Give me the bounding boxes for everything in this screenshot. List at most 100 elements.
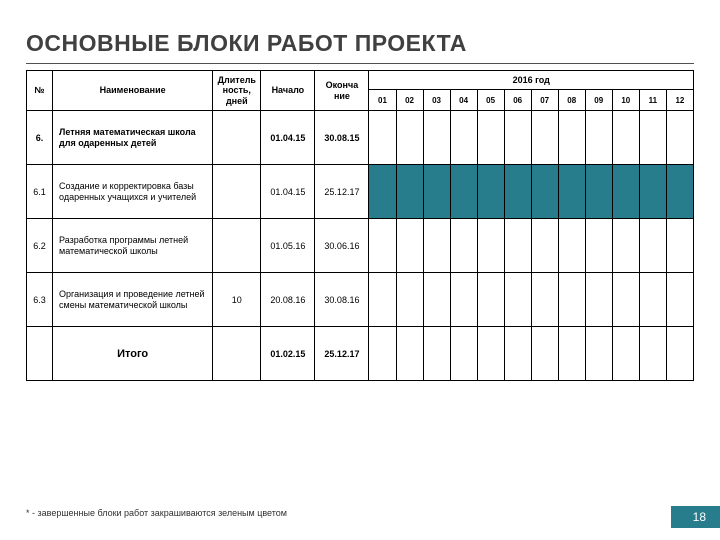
row-name: Летняя математическая школа для одаренны… xyxy=(53,111,213,165)
gantt-cell xyxy=(666,111,693,165)
gantt-cell xyxy=(504,165,531,219)
gantt-cell xyxy=(612,327,639,381)
gantt-cell xyxy=(612,165,639,219)
header-month-05: 05 xyxy=(477,90,504,111)
gantt-cell xyxy=(666,165,693,219)
row-end: 30.08.15 xyxy=(315,111,369,165)
gantt-cell xyxy=(558,327,585,381)
row-end: 30.06.16 xyxy=(315,219,369,273)
row-start: 01.04.15 xyxy=(261,165,315,219)
gantt-cell xyxy=(423,219,450,273)
gantt-cell xyxy=(369,165,396,219)
gantt-cell xyxy=(666,219,693,273)
gantt-cell xyxy=(504,327,531,381)
gantt-cell xyxy=(666,273,693,327)
gantt-table: № Наименование Длитель ность, дней Начал… xyxy=(26,70,694,381)
gantt-cell xyxy=(450,327,477,381)
row-name: Создание и корректировка базы одаренных … xyxy=(53,165,213,219)
row-end: 25.12.17 xyxy=(315,165,369,219)
gantt-cell xyxy=(531,273,558,327)
row-duration: 10 xyxy=(213,273,261,327)
gantt-cell xyxy=(477,327,504,381)
row-end: 30.08.16 xyxy=(315,273,369,327)
row-num: 6. xyxy=(27,111,53,165)
gantt-cell xyxy=(639,165,666,219)
header-end: Оконча ние xyxy=(315,71,369,111)
header-month-12: 12 xyxy=(666,90,693,111)
total-end: 25.12.17 xyxy=(315,327,369,381)
gantt-cell xyxy=(423,327,450,381)
header-month-10: 10 xyxy=(612,90,639,111)
gantt-cell xyxy=(558,165,585,219)
row-name: Организация и проведение летней смены ма… xyxy=(53,273,213,327)
header-month-09: 09 xyxy=(585,90,612,111)
gantt-cell xyxy=(585,165,612,219)
gantt-cell xyxy=(558,111,585,165)
gantt-cell xyxy=(396,111,423,165)
header-month-03: 03 xyxy=(423,90,450,111)
gantt-cell xyxy=(477,219,504,273)
gantt-cell xyxy=(396,327,423,381)
title-underline xyxy=(26,63,694,64)
gantt-cell xyxy=(504,273,531,327)
gantt-cell xyxy=(369,273,396,327)
gantt-cell xyxy=(639,327,666,381)
header-num: № xyxy=(27,71,53,111)
row-num: 6.3 xyxy=(27,273,53,327)
total-num xyxy=(27,327,53,381)
table-row: 6.1Создание и корректировка базы одаренн… xyxy=(27,165,694,219)
row-duration xyxy=(213,219,261,273)
gantt-cell xyxy=(558,273,585,327)
gantt-cell xyxy=(585,327,612,381)
row-num: 6.2 xyxy=(27,219,53,273)
table-row: 6.Летняя математическая школа для одарен… xyxy=(27,111,694,165)
header-month-07: 07 xyxy=(531,90,558,111)
gantt-cell xyxy=(612,111,639,165)
gantt-cell xyxy=(585,219,612,273)
gantt-cell xyxy=(666,327,693,381)
gantt-cell xyxy=(639,111,666,165)
gantt-cell xyxy=(477,165,504,219)
gantt-cell xyxy=(396,219,423,273)
row-num: 6.1 xyxy=(27,165,53,219)
header-dur: Длитель ность, дней xyxy=(213,71,261,111)
row-start: 01.04.15 xyxy=(261,111,315,165)
gantt-cell xyxy=(612,219,639,273)
gantt-cell xyxy=(639,219,666,273)
row-duration xyxy=(213,111,261,165)
total-row: Итого 01.02.1525.12.17 xyxy=(27,327,694,381)
total-dur xyxy=(213,327,261,381)
header-month-08: 08 xyxy=(558,90,585,111)
gantt-cell xyxy=(477,111,504,165)
header-start: Начало xyxy=(261,71,315,111)
gantt-cell xyxy=(450,165,477,219)
gantt-cell xyxy=(531,111,558,165)
gantt-cell xyxy=(369,327,396,381)
gantt-cell xyxy=(531,327,558,381)
table-row: 6.2Разработка программы летней математич… xyxy=(27,219,694,273)
row-duration xyxy=(213,165,261,219)
row-name: Разработка программы летней математическ… xyxy=(53,219,213,273)
footnote: * - завершенные блоки работ закрашиваютс… xyxy=(26,508,287,518)
gantt-cell xyxy=(396,273,423,327)
gantt-cell xyxy=(450,273,477,327)
gantt-cell xyxy=(450,219,477,273)
gantt-cell xyxy=(504,219,531,273)
gantt-cell xyxy=(612,273,639,327)
total-label: Итого xyxy=(53,327,213,381)
header-year: 2016 год xyxy=(369,71,694,90)
gantt-cell xyxy=(585,273,612,327)
row-start: 01.05.16 xyxy=(261,219,315,273)
total-start: 01.02.15 xyxy=(261,327,315,381)
gantt-cell xyxy=(423,165,450,219)
gantt-cell xyxy=(477,273,504,327)
row-start: 20.08.16 xyxy=(261,273,315,327)
gantt-cell xyxy=(396,165,423,219)
header-month-11: 11 xyxy=(639,90,666,111)
header-month-01: 01 xyxy=(369,90,396,111)
gantt-cell xyxy=(450,111,477,165)
gantt-cell xyxy=(531,165,558,219)
page-number: 18 xyxy=(671,506,720,528)
gantt-cell xyxy=(369,219,396,273)
gantt-cell xyxy=(423,273,450,327)
